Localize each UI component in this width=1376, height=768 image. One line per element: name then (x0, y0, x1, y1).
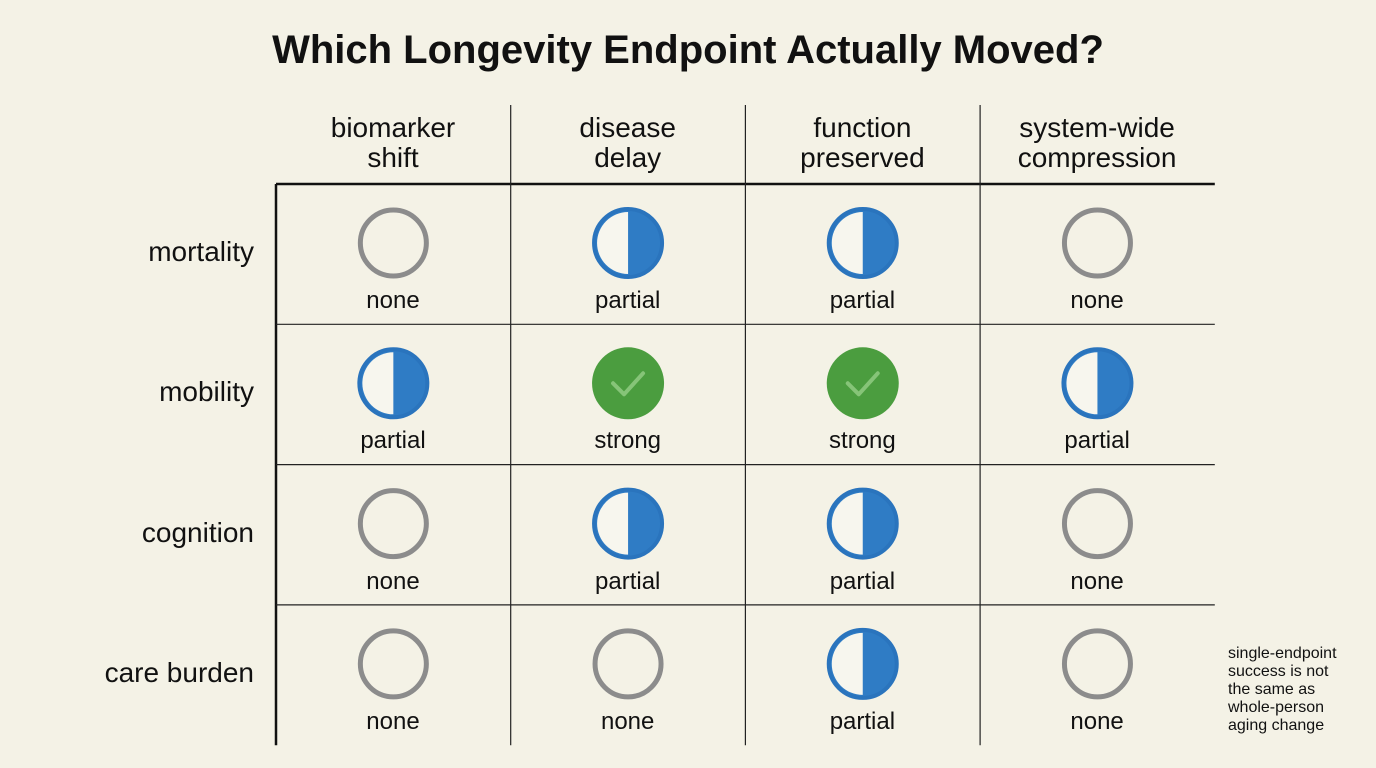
status-icon-half (831, 212, 863, 274)
status-icon (1061, 207, 1133, 279)
column-header: function preserved (800, 112, 925, 173)
status-label: none (1070, 707, 1124, 735)
status-label: none (366, 287, 420, 314)
row-label: care burden (104, 656, 254, 688)
status-icon (826, 347, 899, 420)
status-icon (357, 207, 429, 279)
status-icon (357, 488, 429, 560)
status-icon (1061, 628, 1133, 700)
status-icon-half (1066, 352, 1098, 415)
title: Which Longevity Endpoint Actually Moved? (272, 28, 1104, 72)
row-label: mortality (148, 236, 254, 267)
status-label: partial (360, 427, 426, 455)
status-icon-half (597, 212, 629, 274)
status-label: none (1070, 567, 1124, 595)
status-label: strong (594, 427, 662, 455)
status-icon-half (831, 492, 863, 555)
status-label: none (600, 707, 655, 735)
status-label: partial (1064, 427, 1130, 455)
status-label: partial (829, 287, 896, 314)
status-icon (357, 628, 429, 700)
status-icon-half (362, 352, 394, 415)
row-label: cognition (141, 516, 254, 548)
status-label: partial (595, 567, 661, 595)
column-header: system-wide compression (1017, 112, 1177, 173)
status-label: partial (595, 287, 661, 314)
status-label: partial (829, 707, 896, 735)
status-label: none (1070, 287, 1124, 314)
status-icon-half (597, 492, 629, 555)
status-icon (1061, 488, 1133, 560)
column-header: biomarker shift (330, 112, 456, 173)
status-label: partial (829, 567, 896, 595)
status-icon (592, 628, 664, 700)
row-label: mobility (159, 376, 254, 408)
column-header: disease delay (579, 112, 676, 173)
status-label: none (366, 707, 420, 735)
status-icon-half (831, 632, 863, 695)
status-label: strong (829, 427, 896, 455)
status-check (611, 371, 646, 397)
status-label: none (366, 567, 420, 595)
status-check (845, 371, 880, 397)
status-icon (592, 347, 665, 420)
note: single-endpoint success is not the same … (1228, 645, 1337, 734)
